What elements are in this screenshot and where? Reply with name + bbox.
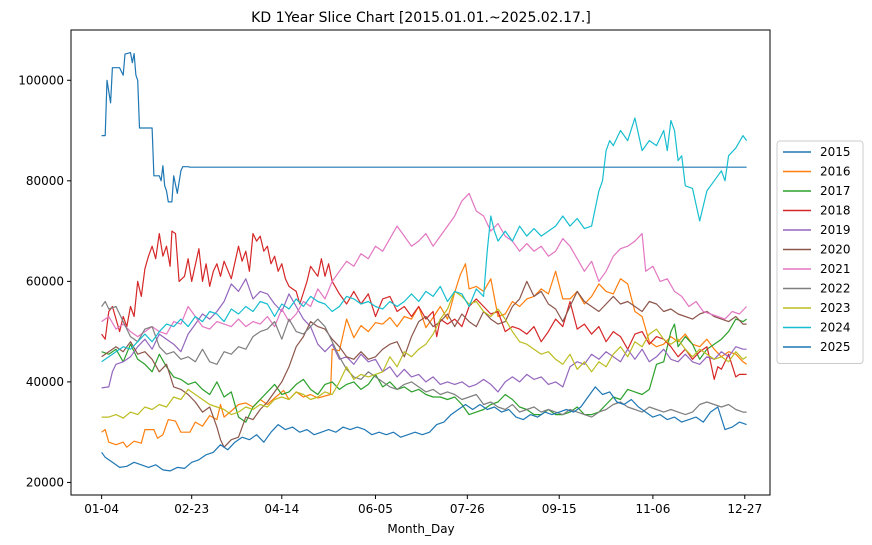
legend-label-2018: 2018 [820, 204, 851, 218]
legend-label-2022: 2022 [820, 282, 851, 296]
legend-label-2025: 2025 [820, 340, 851, 354]
x-tick-label: 07-26 [450, 502, 485, 516]
y-tick-label: 40000 [26, 375, 64, 389]
legend-label-2021: 2021 [820, 262, 851, 276]
x-axis-label: Month_Day [387, 522, 454, 536]
legend-label-2020: 2020 [820, 243, 851, 257]
legend-label-2023: 2023 [820, 301, 851, 315]
x-axis: 01-04 02-23 04-14 06-05 07-26 09-15 11-06 12-27 [84, 495, 762, 516]
y-axis: 20000 40000 60000 80000 100000 [18, 73, 71, 489]
x-tick-label: 06-05 [358, 502, 393, 516]
x-tick-label: 04-14 [264, 502, 299, 516]
legend-label-2015: 2015 [820, 145, 851, 159]
x-tick-label: 02-23 [174, 502, 209, 516]
y-tick-label: 60000 [26, 274, 64, 288]
series-line-2017 [101, 318, 747, 423]
legend-label-2024: 2024 [820, 321, 851, 335]
series-line-2024 [101, 117, 748, 363]
x-tick-label: 01-04 [84, 502, 119, 516]
series-line-2021 [101, 192, 748, 338]
y-tick-label: 20000 [26, 475, 64, 489]
series-layer [101, 52, 748, 472]
series-line-2015 [101, 52, 747, 203]
y-tick-label: 100000 [18, 73, 64, 87]
series-line-2022 [101, 300, 747, 418]
legend-label-2019: 2019 [820, 223, 851, 237]
series-line-2020 [101, 280, 747, 448]
legend-label-2017: 2017 [820, 184, 851, 198]
x-tick-label: 12-27 [727, 502, 762, 516]
x-tick-label: 11-06 [635, 502, 670, 516]
series-line-2023 [101, 290, 747, 419]
plot-frame [70, 29, 771, 496]
y-tick-label: 80000 [26, 174, 64, 188]
series-line-2025 [101, 386, 747, 472]
series-line-2019 [101, 278, 747, 393]
legend-label-2016: 2016 [820, 165, 851, 179]
series-line-2016 [101, 263, 747, 448]
x-tick-label: 09-15 [542, 502, 577, 516]
chart-title: KD 1Year Slice Chart [2015.01.01.~2025.0… [251, 10, 591, 26]
legend: 2015 2016 2017 2018 2019 2020 2021 2022 2023 2024… [776, 140, 864, 364]
